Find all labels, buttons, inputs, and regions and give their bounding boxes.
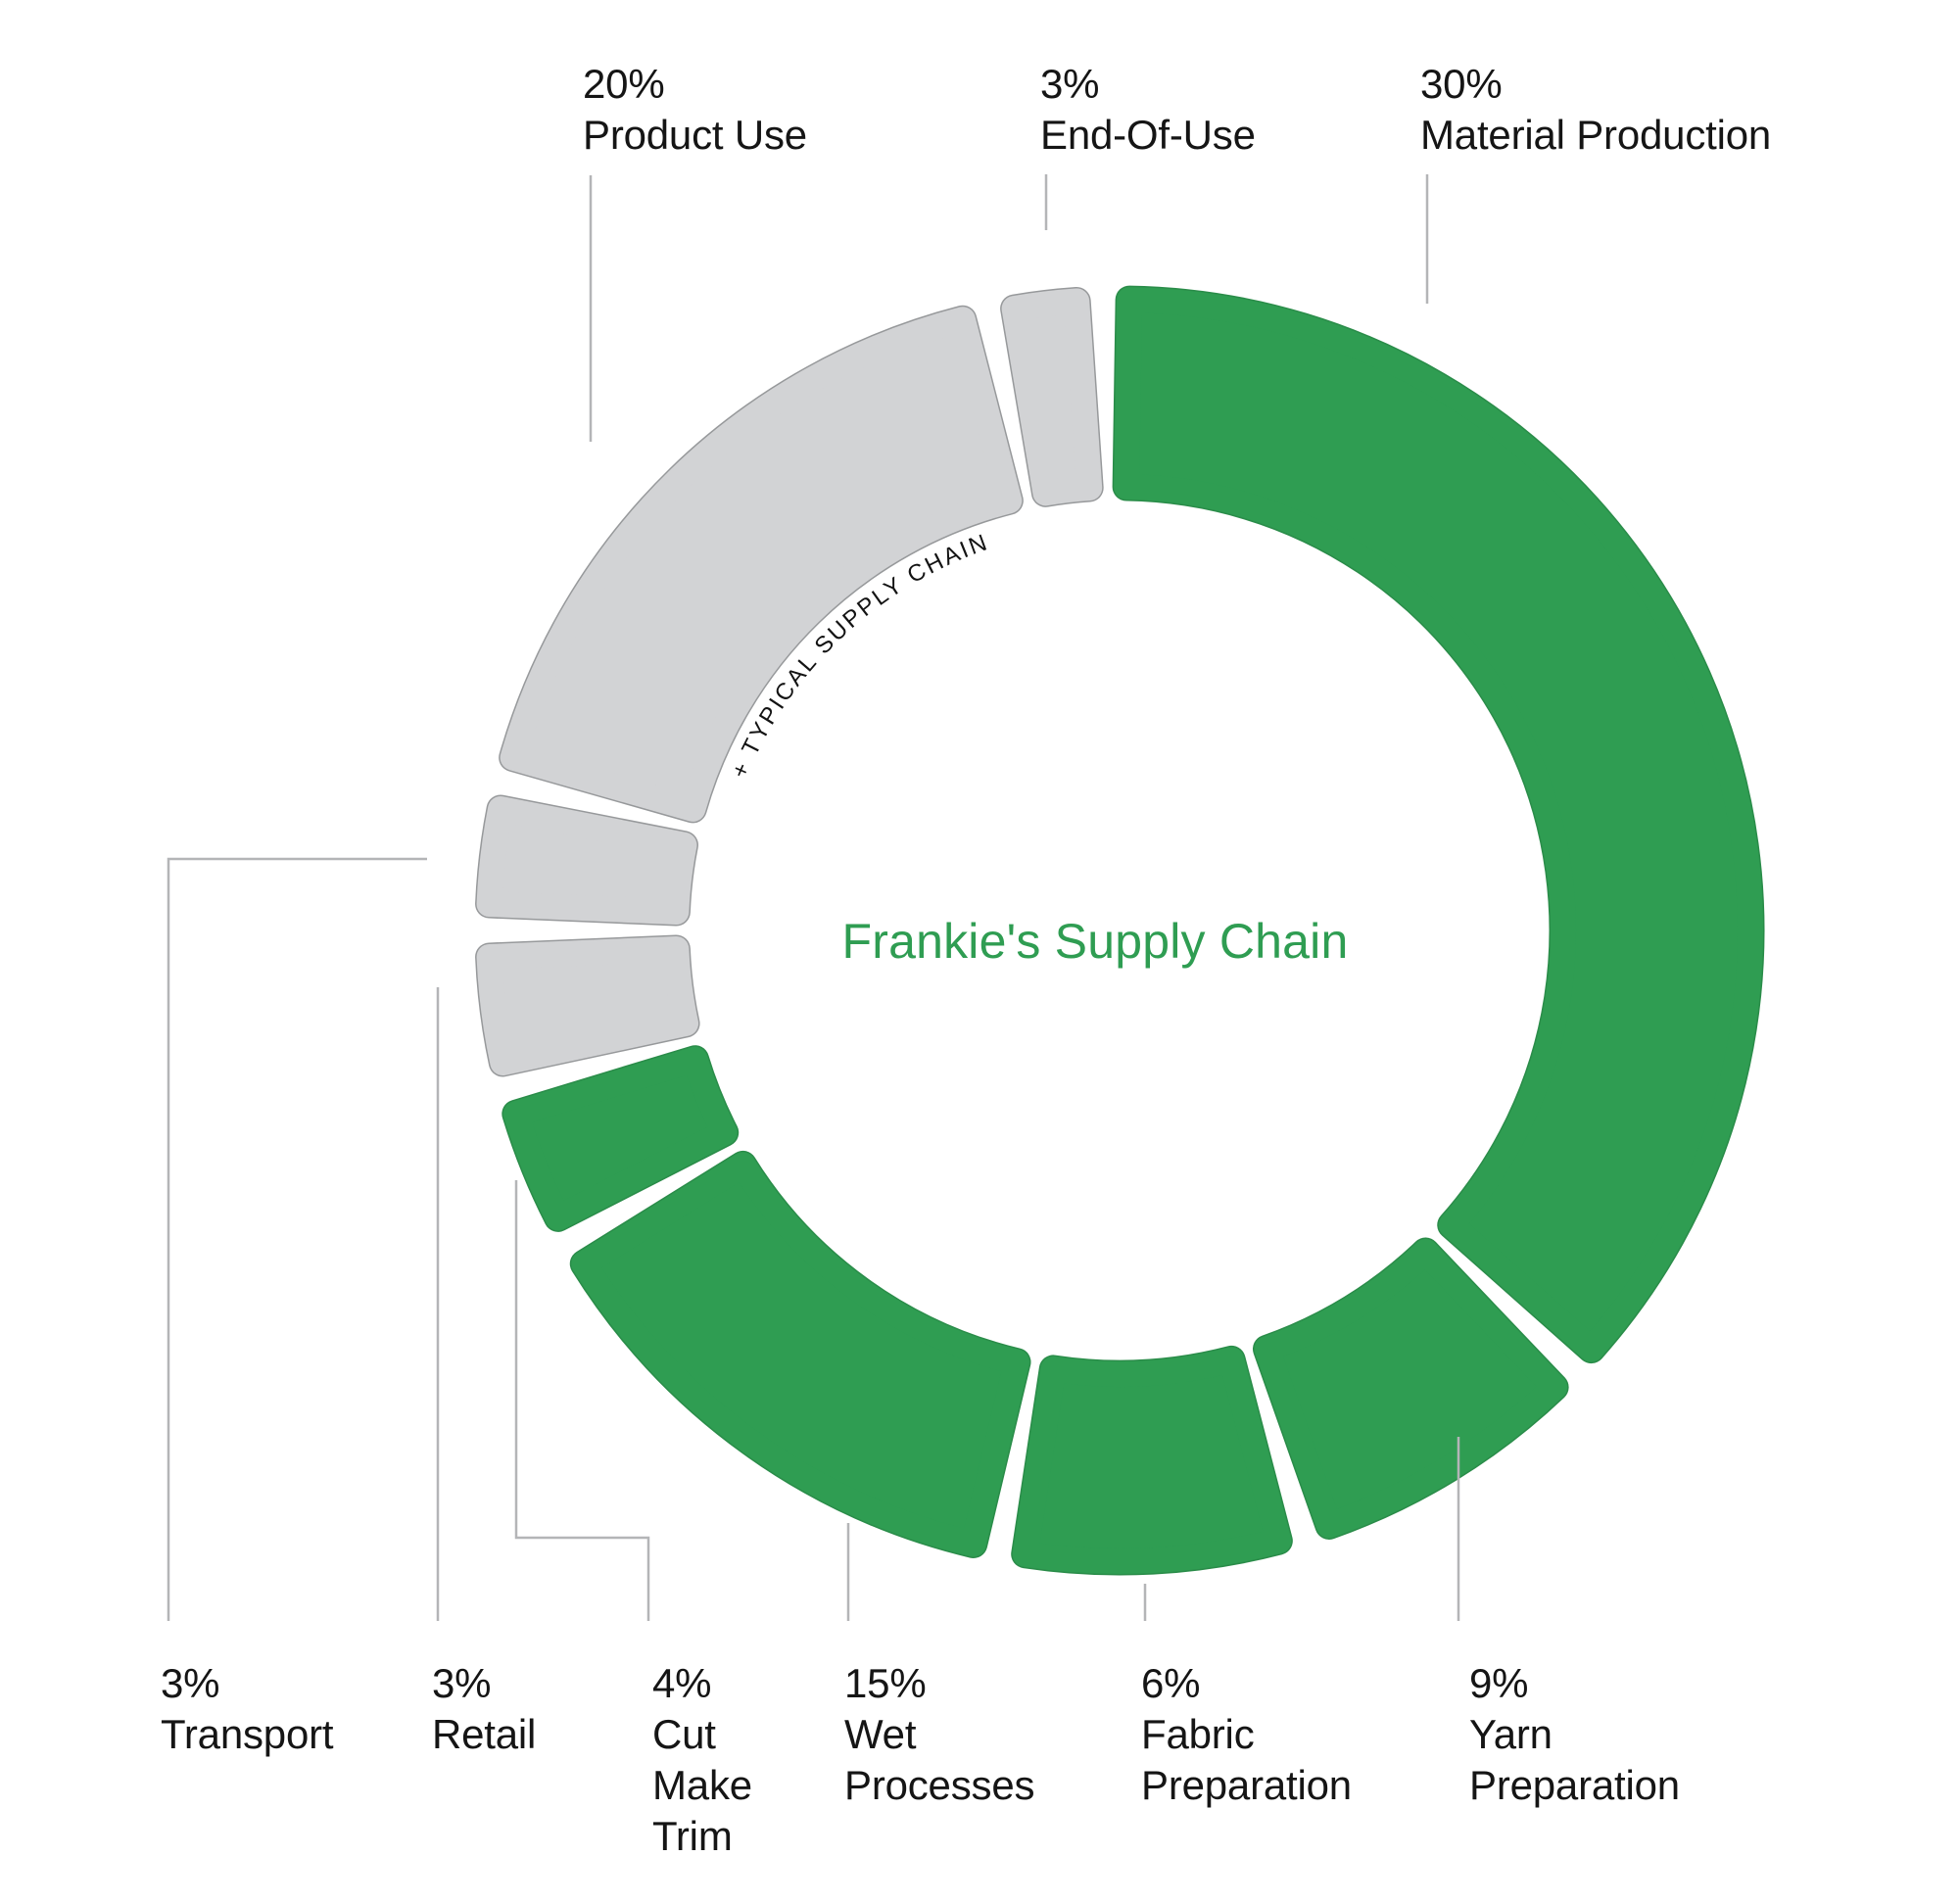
callout-end-of-use: 3% End-Of-Use — [1040, 59, 1256, 161]
callout-line: 3% — [432, 1660, 492, 1706]
leader-lines — [167, 174, 1460, 1621]
leader-line-cut-make-trim — [514, 1180, 650, 1621]
callout-line: Wet — [844, 1711, 917, 1757]
chart-title: Frankie's Supply Chain — [841, 914, 1349, 969]
callout-line: 15% — [844, 1660, 927, 1706]
segment-retail — [476, 935, 699, 1075]
callout-line: Preparation — [1141, 1762, 1352, 1808]
donut-segments — [475, 285, 1765, 1576]
callout-line: 3% — [161, 1660, 220, 1706]
callout-line: 20% — [583, 61, 665, 107]
callout-retail: 3% Retail — [432, 1658, 536, 1760]
callout-wet-processes: 15% Wet Processes — [844, 1658, 1034, 1811]
segment-material-production — [1114, 287, 1763, 1362]
callout-yarn-preparation: 9% Yarn Preparation — [1469, 1658, 1680, 1811]
segment-wet-processes — [571, 1152, 1030, 1557]
callout-line: Material Production — [1420, 112, 1772, 158]
callout-line: Retail — [432, 1711, 537, 1757]
callout-line: End-Of-Use — [1040, 112, 1256, 158]
segment-fabric-preparation — [1012, 1347, 1292, 1574]
callout-material-production: 30% Material Production — [1420, 59, 1771, 161]
callout-line: Yarn — [1469, 1711, 1553, 1757]
segment-cut-make-trim — [502, 1046, 738, 1231]
leader-line-transport — [167, 857, 427, 1621]
callout-product-use: 20% Product Use — [583, 59, 807, 161]
callout-line: Cut — [652, 1711, 716, 1757]
callout-fabric-preparation: 6% Fabric Preparation — [1141, 1658, 1352, 1811]
callout-line: 3% — [1040, 61, 1100, 107]
segment-transport — [476, 796, 697, 926]
callout-line: Trim — [652, 1813, 733, 1859]
callout-line: 30% — [1420, 61, 1503, 107]
callout-line: Make — [652, 1762, 752, 1808]
segment-end-of-use — [1001, 288, 1103, 506]
callout-line: Fabric — [1141, 1711, 1255, 1757]
callout-line: Transport — [161, 1711, 334, 1757]
callout-line: Preparation — [1469, 1762, 1680, 1808]
callout-transport: 3% Transport — [161, 1658, 334, 1760]
segment-yarn-preparation — [1254, 1239, 1568, 1539]
callout-line: 6% — [1141, 1660, 1201, 1706]
callout-line: 9% — [1469, 1660, 1529, 1706]
segment-product-use — [500, 307, 1023, 822]
callout-line: 4% — [652, 1660, 712, 1706]
callout-line: Processes — [844, 1762, 1035, 1808]
callout-cut-make-trim: 4% Cut Make Trim — [652, 1658, 752, 1862]
callout-line: Product Use — [583, 112, 807, 158]
